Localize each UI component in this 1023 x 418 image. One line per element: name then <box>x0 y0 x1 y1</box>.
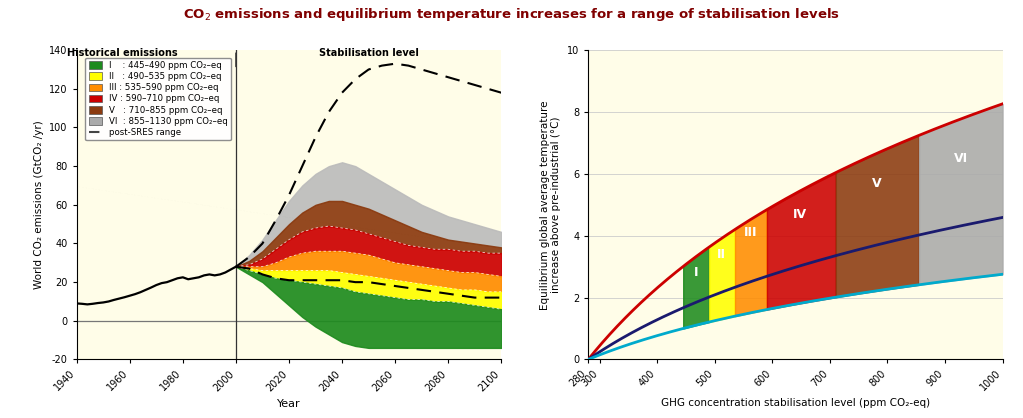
X-axis label: Year: Year <box>277 399 301 409</box>
Text: I: I <box>694 266 698 279</box>
Y-axis label: World CO₂ emissions (GtCO₂ /yr): World CO₂ emissions (GtCO₂ /yr) <box>34 120 44 289</box>
Text: VI: VI <box>954 152 968 165</box>
Text: IV: IV <box>793 208 807 221</box>
Text: Historical emissions: Historical emissions <box>66 48 177 58</box>
X-axis label: GHG concentration stabilisation level (ppm CO₂-eq): GHG concentration stabilisation level (p… <box>661 398 930 408</box>
Legend: I    : 445–490 ppm CO₂–eq, II   : 490–535 ppm CO₂–eq, III : 535–590 ppm CO₂–eq, : I : 445–490 ppm CO₂–eq, II : 490–535 ppm… <box>85 58 231 140</box>
Text: III: III <box>744 226 757 239</box>
Y-axis label: Equilibrium global average temperature
increase above pre-industrial (°C): Equilibrium global average temperature i… <box>540 100 562 310</box>
Text: CO$_2$ emissions and equilibrium temperature increases for a range of stabilisat: CO$_2$ emissions and equilibrium tempera… <box>183 6 840 23</box>
Text: V: V <box>873 177 882 190</box>
Text: II: II <box>717 248 726 261</box>
Text: Stabilisation level: Stabilisation level <box>318 48 418 58</box>
